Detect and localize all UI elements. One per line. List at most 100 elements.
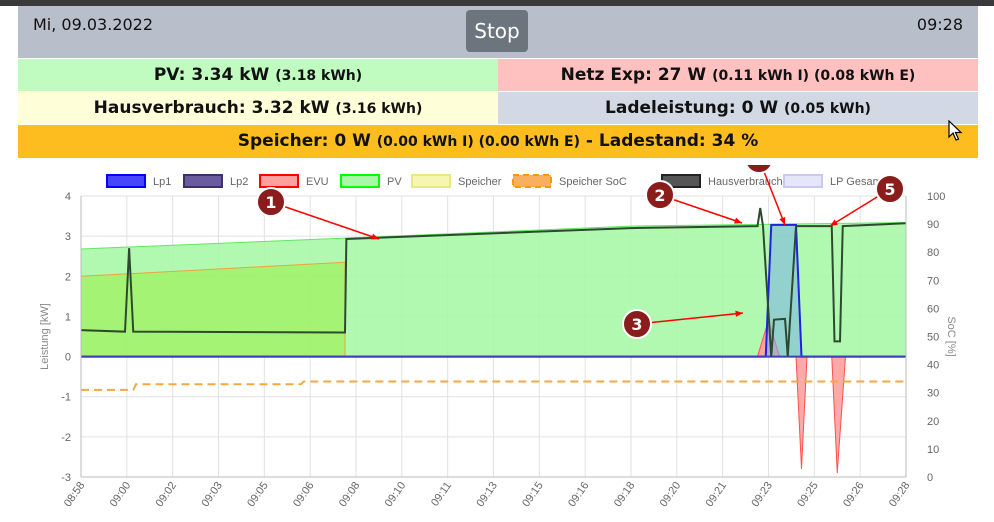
legend-swatch xyxy=(106,174,146,188)
annotation-number: 4 xyxy=(753,165,764,169)
legend-swatch xyxy=(183,174,223,188)
legend-swatch xyxy=(512,174,552,188)
window-top-strip xyxy=(0,0,994,6)
annotation-arrowhead xyxy=(779,217,786,225)
x-tick-label: 09:25 xyxy=(795,480,821,509)
x-tick-label: 09:11 xyxy=(429,480,454,509)
annotation-number: 1 xyxy=(265,193,276,212)
header-date: Mi, 09.03.2022 xyxy=(33,15,154,34)
y2-axis-label: SoC [%] xyxy=(945,316,957,356)
y-tick-label: -3 xyxy=(61,472,71,484)
legend-swatch xyxy=(411,174,451,188)
hausverbrauch-status: Hausverbrauch: 3.32 kW (3.16 kWh) xyxy=(18,92,498,124)
legend-label: EVU xyxy=(306,176,329,188)
hausverbrauch-energy: (3.16 kWh) xyxy=(335,101,423,117)
x-tick-label: 09:10 xyxy=(383,480,409,509)
y-tick-label: -1 xyxy=(61,392,71,404)
annotation-marker xyxy=(622,309,652,339)
y2-tick-label: 70 xyxy=(927,275,939,287)
pv-power: PV: 3.34 kW xyxy=(153,65,276,85)
x-tick-label: 09:03 xyxy=(199,480,225,509)
speicher-soc-line xyxy=(81,380,906,391)
pv-status: PV: 3.34 kW (3.18 kWh) xyxy=(18,59,498,91)
header-bar: Mi, 09.03.2022 Stop 09:28 xyxy=(18,6,978,58)
x-tick-label: 09:05 xyxy=(245,480,271,509)
legend-label: Lp1 xyxy=(153,176,171,188)
pv-line xyxy=(80,221,907,250)
y-tick-label: -2 xyxy=(61,432,71,444)
mouse-cursor-icon xyxy=(948,120,963,141)
y2-tick-label: 60 xyxy=(927,303,939,315)
legend-item: Lp1 xyxy=(106,174,171,188)
hausverbrauch-line xyxy=(80,207,907,357)
y-tick-label: 2 xyxy=(65,271,71,283)
legend-label: Hausverbrauch xyxy=(708,176,783,188)
y2-tick-label: 50 xyxy=(927,332,939,344)
annotation-number: 3 xyxy=(631,315,642,334)
annotation-arrowhead xyxy=(830,219,838,226)
y2-tick-label: 30 xyxy=(927,388,939,400)
header-time: 09:28 xyxy=(916,15,963,34)
y2-tick-label: 100 xyxy=(927,191,945,203)
annotation-number: 5 xyxy=(884,180,895,199)
y2-tick-label: 20 xyxy=(927,416,939,428)
y-tick-label: 1 xyxy=(65,311,71,323)
x-tick-label: 09:06 xyxy=(291,480,317,509)
legend-item: Speicher xyxy=(411,174,502,188)
annotation-marker xyxy=(256,187,286,217)
annotation-marker xyxy=(745,165,773,174)
y-tick-label: 0 xyxy=(65,352,71,364)
legend-item: Lp2 xyxy=(183,174,248,188)
x-tick-label: 09:23 xyxy=(749,480,775,509)
y-tick-label: 4 xyxy=(65,191,71,203)
pv-energy: (3.18 kWh) xyxy=(275,68,363,84)
annotation-marker xyxy=(645,180,675,210)
stop-button[interactable]: Stop xyxy=(466,10,528,52)
x-tick-label: 09:16 xyxy=(566,480,592,509)
legend-label: Speicher xyxy=(458,176,502,188)
x-tick-label: 09:00 xyxy=(108,480,134,509)
annotation-number: 2 xyxy=(654,186,665,205)
legend-item: LP Gesamt xyxy=(783,174,885,188)
speicher-energy: (0.00 kWh I) (0.00 kWh E) xyxy=(376,134,581,150)
speicher-area xyxy=(81,262,345,357)
legend-label: Speicher SoC xyxy=(559,176,627,188)
legend-item: Hausverbrauch xyxy=(661,174,783,188)
y-tick-label: 3 xyxy=(65,231,71,243)
x-tick-label: 09:20 xyxy=(658,480,684,509)
ladeleistung-power: Ladeleistung: 0 W xyxy=(605,98,784,118)
y2-tick-label: 0 xyxy=(927,472,933,484)
legend-label: LP Gesamt xyxy=(830,176,885,188)
annotation-arrowhead xyxy=(735,310,743,317)
ladeleistung-status: Ladeleistung: 0 W (0.05 kWh) xyxy=(498,92,978,124)
right-gutter xyxy=(978,6,994,522)
speicher-status: Speicher: 0 W (0.00 kWh I) (0.00 kWh E) … xyxy=(18,125,978,158)
legend-label: Lp2 xyxy=(230,176,248,188)
annotation-arrow xyxy=(270,201,380,240)
legend-item: Speicher SoC xyxy=(512,174,627,188)
x-tick-label: 09:18 xyxy=(612,480,638,509)
x-tick-label: 09:28 xyxy=(887,480,913,509)
annotation-arrow xyxy=(636,312,744,325)
x-tick-label: 09:15 xyxy=(520,480,546,509)
speicher-soc: - Ladestand: 34 % xyxy=(580,131,759,151)
x-tick-label: 09:26 xyxy=(841,480,867,509)
x-tick-label: 08:58 xyxy=(62,480,88,509)
annotation-arrowhead xyxy=(371,233,379,240)
y2-tick-label: 90 xyxy=(927,219,939,231)
y2-tick-label: 40 xyxy=(927,360,939,372)
legend-swatch xyxy=(259,174,299,188)
x-tick-label: 09:08 xyxy=(337,480,363,509)
y2-tick-label: 80 xyxy=(927,247,939,259)
netz-power: Netz Exp: 27 W xyxy=(560,65,713,85)
netz-status: Netz Exp: 27 W (0.11 kWh I) (0.08 kWh E) xyxy=(498,59,978,91)
legend-swatch xyxy=(340,174,380,188)
y-axis-label: Leistung [kW] xyxy=(39,303,51,370)
annotation-marker xyxy=(875,174,905,204)
legend-label: PV xyxy=(387,176,402,188)
annotation-arrow xyxy=(760,165,786,226)
legend-item: EVU xyxy=(259,174,329,188)
legend-swatch xyxy=(783,174,823,188)
legend-item: PV xyxy=(340,174,402,188)
x-tick-label: 09:21 xyxy=(704,480,730,509)
